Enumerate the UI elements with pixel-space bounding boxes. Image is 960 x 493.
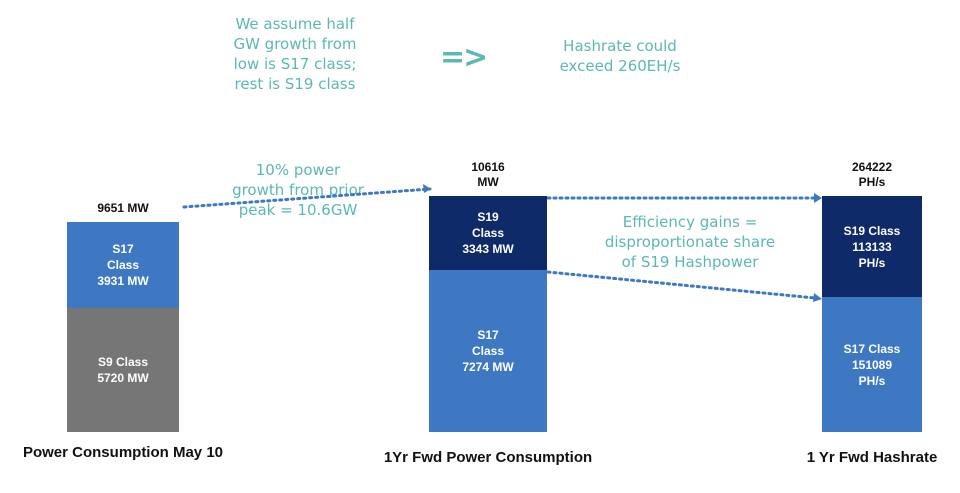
growth-note: 10% power growth from prior peak = 10.6G… bbox=[232, 161, 364, 219]
growth-arrowhead bbox=[423, 184, 431, 193]
bar-total-label: 10616 MW bbox=[471, 159, 505, 189]
bar-total-label: 264222 PH/s bbox=[851, 160, 893, 189]
category-caption: Power Consumption May 10 bbox=[22, 444, 224, 461]
bar-segment-s17: S17 Class 3931 MW bbox=[67, 222, 179, 308]
s19-bottom-connector bbox=[546, 270, 817, 300]
bar-segment-s17: S17 Class 151089 PH/s bbox=[822, 297, 922, 432]
category-caption: 1Yr Fwd Power Consumption bbox=[383, 449, 593, 466]
s19-top-arrowhead bbox=[814, 193, 822, 203]
growth-connector bbox=[182, 187, 432, 209]
efficiency-note: Efficiency gains = disproportionate shar… bbox=[604, 213, 776, 271]
bar-segment-s9: S9 Class 5720 MW bbox=[67, 307, 179, 432]
category-caption: 1 Yr Fwd Hashrate bbox=[806, 449, 938, 466]
bar-segment-s19: S19 Class 3343 MW bbox=[429, 195, 547, 271]
s19-bottom-arrowhead bbox=[813, 293, 822, 302]
bar-segment-s17: S17 Class 7274 MW bbox=[429, 270, 547, 432]
implies-arrow: => bbox=[440, 40, 488, 75]
assumption-note: We assume half GW growth from low is S17… bbox=[233, 15, 357, 93]
hashrate-note: Hashrate could exceed 260EH/s bbox=[559, 37, 681, 75]
bar-total-label: 9651 MW bbox=[97, 201, 149, 215]
bar-segment-s19: S19 Class 113133 PH/s bbox=[822, 196, 922, 298]
